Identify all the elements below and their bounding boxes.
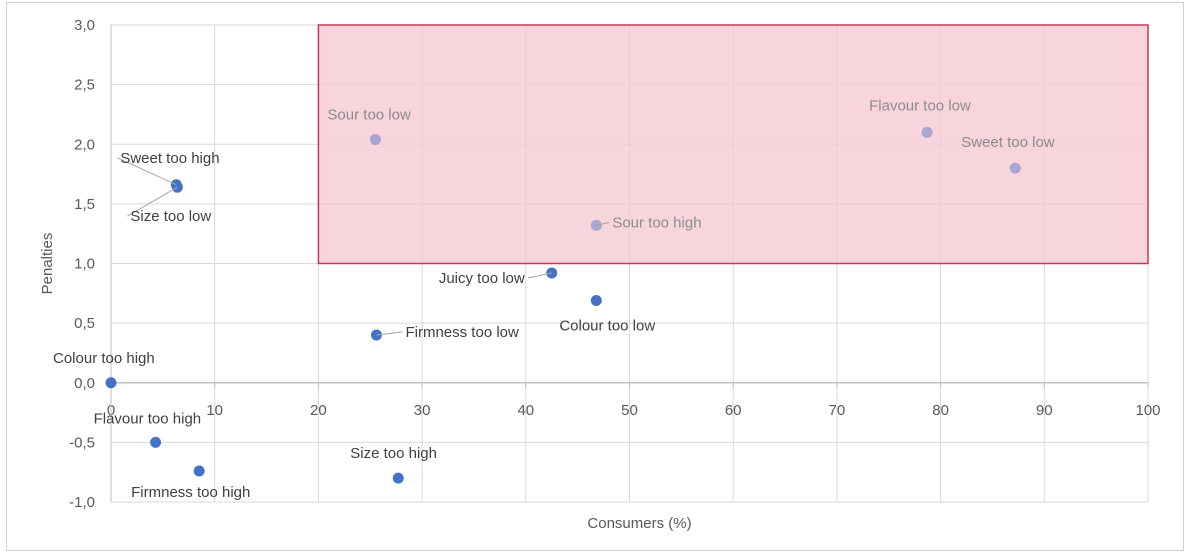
highlight-zone [317,24,1149,265]
data-points [105,126,1021,484]
y-tick-label: 0,5 [74,315,95,332]
y-tick-label: 3,0 [74,17,95,34]
point-label: Juicy too low [439,270,525,287]
x-tick-label: 80 [932,402,949,419]
x-axis-title: Consumers (%) [587,515,691,532]
point-label: Size too high [350,445,437,462]
point-label: Firmness too high [131,484,250,501]
point-label: Colour too high [53,350,155,367]
leader-line [127,186,178,217]
data-point [1009,162,1021,174]
point-label: Firmness too low [405,324,519,341]
x-tick-label: 30 [414,402,431,419]
x-tick-label: 20 [310,402,327,419]
y-tick-label: 0,0 [74,375,95,392]
point-label: Sweet too low [961,134,1055,151]
x-tick-label: 60 [725,402,742,419]
point-label: Flavour too low [869,97,971,114]
leader-line [527,272,552,279]
x-tick-label: 100 [1135,402,1160,419]
leader-line [596,221,610,226]
y-tick-label: 2,0 [74,136,95,153]
y-axis-title: Penalties [39,233,56,295]
data-point [590,294,602,306]
y-tick-label: -0,5 [69,434,95,451]
point-label: Sweet too high [120,150,219,167]
data-point [150,436,162,448]
point-label: Sour too high [612,214,701,231]
data-point [193,465,205,477]
data-point [921,126,933,138]
x-tick-label: 50 [621,402,638,419]
leader-line [117,157,177,186]
data-point [392,472,404,484]
x-tick-label: 40 [517,402,534,419]
point-label: Size too low [130,208,211,225]
point-label: Flavour too high [94,410,202,427]
y-tick-label: 2,5 [74,77,95,94]
x-tick-label: 90 [1036,402,1053,419]
y-tick-label: -1,0 [69,494,95,511]
y-tick-label: 1,0 [74,256,95,273]
x-tick-label: 70 [829,402,846,419]
y-tick-label: 1,5 [74,196,95,213]
point-label: Sour too low [327,106,411,123]
point-label: Colour too low [559,317,655,334]
data-point [369,133,381,145]
data-labels: Sweet too high Size too low Sour too low Fl… [53,97,1055,501]
leader-line [376,331,403,336]
axes: -1,0-0,50,00,51,01,52,02,53,00 10 20 30 40 50… [69,17,1160,511]
x-tick-label: 10 [206,402,223,419]
data-point [105,377,117,389]
